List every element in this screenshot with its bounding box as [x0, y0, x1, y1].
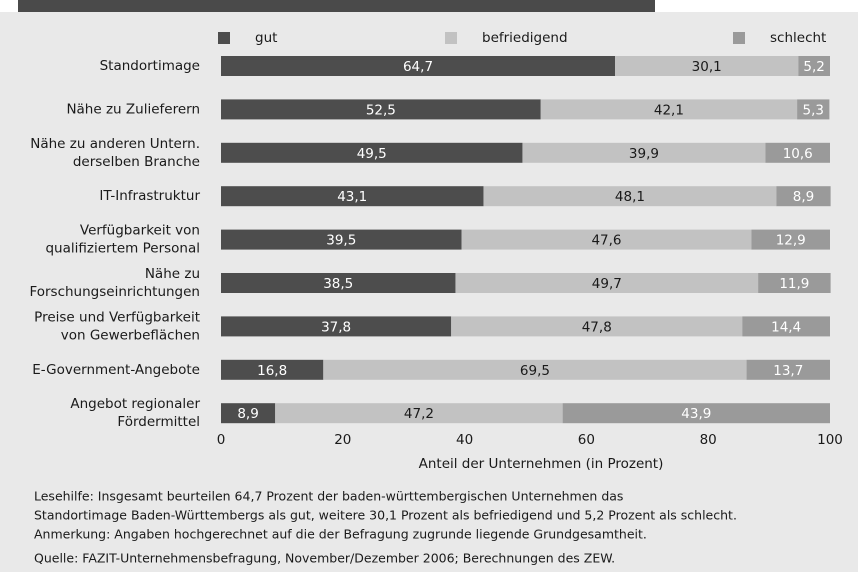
footnote: Anmerkung: Angaben hochgerechnet auf die… — [34, 527, 647, 542]
value-label: 13,7 — [773, 363, 803, 379]
legend-swatch — [445, 32, 457, 44]
value-label: 39,9 — [629, 146, 659, 162]
bar-segment — [221, 403, 276, 424]
x-tick-label: 100 — [817, 432, 843, 448]
bar-segment — [751, 229, 830, 250]
value-label: 14,4 — [771, 319, 801, 335]
category-label: derselben Branche — [73, 154, 200, 170]
value-label: 64,7 — [403, 59, 433, 75]
value-label: 5,2 — [803, 59, 824, 75]
value-label: 11,9 — [779, 276, 809, 292]
value-label: 10,6 — [783, 146, 813, 162]
bar-segment — [221, 56, 616, 76]
bar-segment — [776, 186, 831, 207]
value-label: 47,2 — [404, 406, 434, 422]
category-label: Nähe zu — [145, 266, 200, 282]
header-bar — [18, 0, 655, 12]
bar-segment — [797, 99, 830, 120]
value-label: 49,7 — [592, 276, 622, 292]
bar-segment — [455, 273, 759, 293]
value-label: 30,1 — [692, 59, 722, 75]
legend-label: gut — [255, 30, 277, 46]
category-label: E-Government-Angebote — [32, 362, 200, 378]
bar-segment — [562, 403, 830, 424]
category-label: Forschungseinrichtungen — [29, 284, 200, 300]
bar-segment — [540, 99, 798, 120]
bar-segment — [615, 56, 799, 76]
bar-segment — [522, 142, 766, 163]
category-label: Verfügbarkeit von — [80, 223, 200, 239]
footnote: Quelle: FAZIT-Unternehmensbefragung, Nov… — [34, 551, 615, 566]
legend-label: befriedigend — [482, 30, 568, 46]
footnote: Standortimage Baden-Württembergs als gut… — [34, 508, 737, 523]
x-tick-label: 60 — [578, 432, 595, 448]
bar-segment — [221, 273, 456, 293]
bar-segment — [221, 359, 324, 380]
bar-segment — [798, 56, 830, 76]
bar-segment — [765, 142, 830, 163]
category-label: Nähe zu Zulieferern — [66, 101, 200, 117]
category-label: Nähe zu anderen Untern. — [30, 136, 200, 152]
bar-segment — [483, 186, 777, 207]
footnote: Lesehilfe: Insgesamt beurteilen 64,7 Pro… — [34, 489, 623, 504]
value-label: 47,8 — [582, 319, 612, 335]
category-label: Preise und Verfügbarkeit — [34, 309, 200, 325]
bar-segment — [275, 403, 563, 424]
bar-segment — [742, 316, 830, 337]
bar-segment — [323, 359, 747, 380]
bar-segment — [221, 142, 523, 163]
value-label: 42,1 — [654, 102, 684, 118]
x-tick-label: 0 — [217, 432, 226, 448]
value-label: 69,5 — [520, 363, 550, 379]
value-label: 47,6 — [591, 233, 621, 249]
x-tick-label: 80 — [700, 432, 717, 448]
category-label: IT-Infrastruktur — [99, 188, 200, 204]
bar-segment — [746, 359, 830, 380]
value-label: 8,9 — [793, 189, 814, 205]
value-label: 5,3 — [803, 102, 824, 118]
legend-label: schlecht — [770, 30, 826, 46]
value-label: 8,9 — [237, 406, 258, 422]
x-axis-label: Anteil der Unternehmen (in Prozent) — [419, 456, 664, 472]
value-label: 43,9 — [681, 406, 711, 422]
bar-segment — [221, 229, 462, 250]
bar-segment — [221, 99, 541, 120]
value-label: 43,1 — [337, 189, 367, 205]
bar-segment — [451, 316, 743, 337]
x-tick-label: 40 — [456, 432, 473, 448]
x-tick-label: 20 — [334, 432, 351, 448]
category-label: qualifiziertem Personal — [45, 241, 200, 257]
category-label: Standortimage — [100, 58, 200, 74]
value-label: 12,9 — [776, 233, 806, 249]
bar-segment — [221, 316, 452, 337]
bar-segment — [461, 229, 752, 250]
legend-swatch — [218, 32, 230, 44]
value-label: 39,5 — [326, 233, 356, 249]
value-label: 48,1 — [615, 189, 645, 205]
bar-segment — [758, 273, 831, 293]
bar-segment — [221, 186, 484, 207]
category-label: von Gewerbeflächen — [61, 327, 200, 343]
value-label: 37,8 — [321, 319, 351, 335]
value-label: 38,5 — [323, 276, 353, 292]
legend-swatch — [733, 32, 745, 44]
value-label: 49,5 — [357, 146, 387, 162]
value-label: 52,5 — [366, 102, 396, 118]
category-label: Angebot regionaler — [70, 396, 200, 412]
category-label: Fördermittel — [117, 414, 200, 430]
value-label: 16,8 — [257, 363, 287, 379]
